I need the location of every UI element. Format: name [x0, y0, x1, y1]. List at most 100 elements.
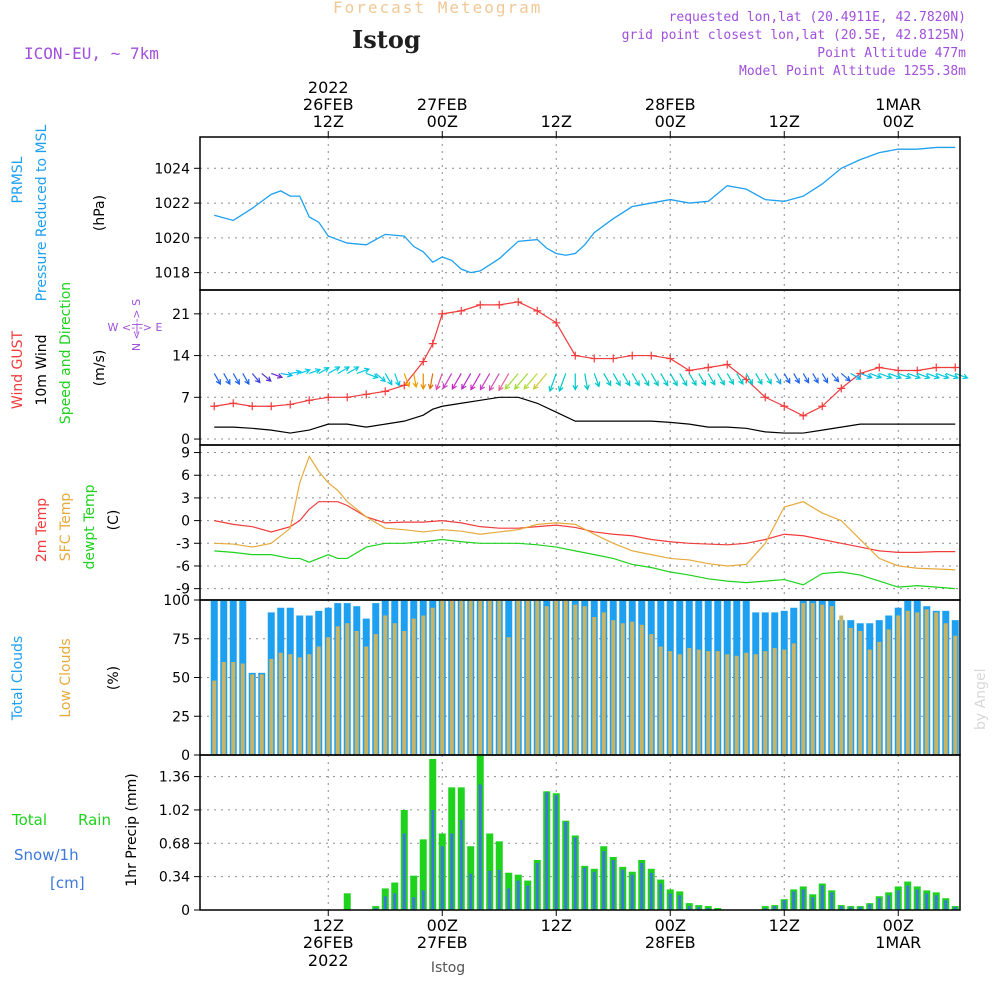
low-cloud-bar — [250, 674, 255, 755]
wind-gust-point — [837, 384, 846, 393]
y-tick-label: 7 — [181, 390, 190, 406]
wind-gust-point — [628, 351, 637, 360]
top-hour-label: 12Z — [769, 112, 800, 131]
wind-gust-point — [685, 366, 694, 375]
snow-bar — [478, 784, 482, 910]
wind-direction-arrow — [280, 371, 294, 378]
wind-gust-point — [533, 306, 542, 315]
y-tick-label: 0.34 — [159, 870, 190, 886]
wind-direction-arrow — [375, 373, 387, 383]
snow-bar — [887, 895, 891, 910]
wind-unit: (m/s) — [92, 350, 108, 387]
wind-gust-point — [932, 363, 941, 372]
wind-gust-point — [761, 393, 770, 402]
wind-direction-arrow — [898, 372, 912, 380]
temp-label-sfc: SFC Temp — [58, 493, 74, 562]
y-tick-label: 6 — [181, 468, 190, 484]
wind-gust-point — [210, 402, 219, 411]
low-cloud-bar — [335, 626, 340, 755]
snow-bar — [792, 891, 796, 910]
low-cloud-bar — [449, 600, 454, 755]
low-cloud-bar — [535, 600, 540, 755]
wind-direction-arrow — [764, 373, 772, 385]
low-cloud-bar — [354, 631, 359, 755]
wind-direction-arrow — [470, 373, 481, 391]
y-tick-label: 0.68 — [159, 836, 190, 852]
low-cloud-bar — [326, 637, 331, 755]
wind-direction-arrow — [420, 373, 427, 391]
compass-ns: N <-|-> S — [130, 299, 143, 351]
dewpoint-line — [214, 538, 956, 590]
wind-direction-arrow — [337, 366, 351, 374]
wind-label-direction: Speed and Direction — [58, 282, 74, 424]
wind-direction-arrow — [442, 373, 453, 390]
wind-direction-arrow — [366, 372, 379, 379]
low-cloud-bar — [877, 641, 882, 755]
wind-direction-arrow — [583, 373, 590, 391]
low-cloud-bar — [886, 629, 891, 755]
low-cloud-bar — [924, 609, 929, 755]
wind-gust-point — [305, 396, 314, 405]
snow-bar — [944, 900, 948, 910]
bottom-year-label: 2022 — [308, 951, 349, 970]
temp-2m-line — [214, 501, 956, 553]
total-precip-bar — [714, 908, 722, 910]
wind-direction-arrow — [232, 373, 240, 386]
snow-bar — [830, 892, 834, 910]
precip-label-total: Total — [11, 811, 47, 829]
snow-bar — [459, 819, 463, 910]
gridpoint-coords: grid point closest lon,lat (20.5E, 42.81… — [621, 28, 966, 43]
wind-gust-point — [381, 387, 390, 396]
y-tick-label: -3 — [176, 536, 190, 552]
total-precip-bar — [410, 875, 418, 910]
model-label: ICON-EU, ~ 7km — [24, 44, 159, 63]
low-cloud-bar — [487, 600, 492, 755]
wind-direction-arrow — [622, 373, 631, 387]
low-cloud-bar — [953, 635, 958, 755]
snow-bar — [564, 821, 568, 910]
wind-direction-arrow — [612, 373, 621, 387]
low-cloud-bar — [791, 643, 796, 755]
low-cloud-bar — [896, 615, 901, 755]
wind-gust-point — [647, 351, 656, 360]
snow-bar — [469, 873, 473, 910]
snow-bar — [687, 906, 691, 910]
wind-direction-arrow — [936, 372, 950, 380]
wind-direction-arrow — [318, 367, 330, 374]
snow-bar — [868, 904, 872, 910]
wind-direction-arrow — [435, 373, 443, 391]
low-cloud-bar — [278, 652, 283, 755]
y-tick-label: 1020 — [154, 231, 190, 247]
snow-bar — [640, 862, 644, 910]
snow-bar — [393, 893, 397, 910]
y-tick-label: 1.36 — [159, 770, 190, 786]
snow-bar — [592, 871, 596, 910]
wind-direction-arrow — [290, 369, 302, 376]
wind-gust-point — [457, 306, 466, 315]
pressure-label-name: Pressure Reduced to MSL — [34, 124, 50, 301]
wind-direction-arrow — [755, 373, 763, 386]
low-cloud-bar — [269, 658, 274, 755]
wind-direction-arrow — [631, 373, 640, 387]
low-cloud-bar — [221, 662, 226, 755]
low-cloud-bar — [839, 615, 844, 755]
total-precip-bar — [343, 893, 351, 910]
low-cloud-bar — [421, 615, 426, 755]
low-cloud-bar — [687, 648, 692, 755]
precip-label-cm: [cm] — [50, 874, 85, 892]
wind-direction-arrow — [548, 373, 557, 393]
wind-gust-point — [704, 363, 713, 372]
wind-gust-point — [248, 402, 257, 411]
wind-direction-arrow — [812, 373, 819, 384]
wind-direction-arrow — [850, 372, 862, 380]
pressure-label-prmsl: PRMSL — [10, 156, 26, 203]
wind-direction-arrow — [783, 373, 791, 385]
wind-direction-arrow — [384, 373, 393, 386]
snow-bar — [573, 837, 577, 910]
wind-gust-point — [780, 402, 789, 411]
wind-direction-arrow — [523, 373, 538, 390]
wind-gust-point — [913, 366, 922, 375]
snow-bar — [421, 890, 425, 910]
